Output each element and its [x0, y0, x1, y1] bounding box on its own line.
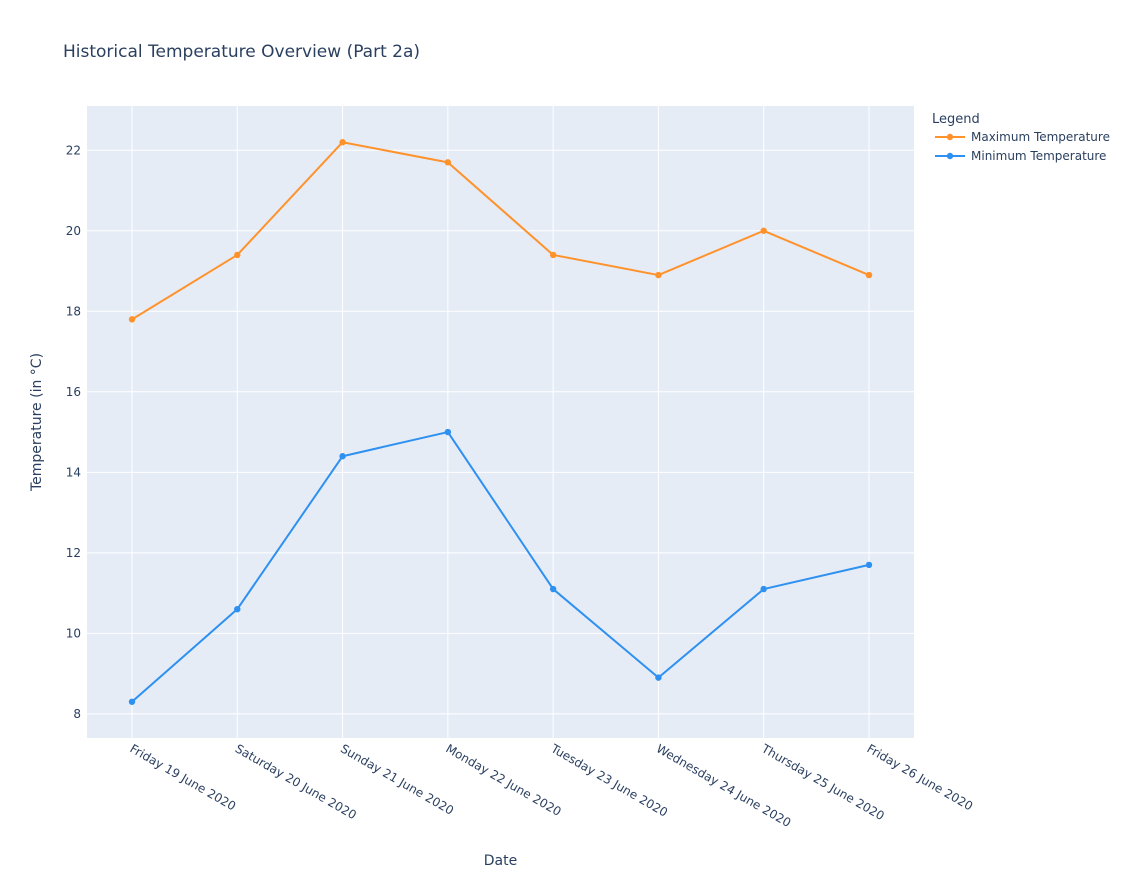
- y-tick-label: 12: [66, 546, 81, 560]
- data-point[interactable]: [865, 271, 873, 279]
- data-point[interactable]: [444, 428, 452, 436]
- legend-item[interactable]: Minimum Temperature: [935, 149, 1106, 163]
- y-tick-label: 18: [66, 304, 81, 318]
- data-point[interactable]: [234, 605, 241, 613]
- y-tick-label: 20: [66, 224, 81, 238]
- series-layer: [128, 139, 873, 705]
- y-tick-label: 8: [73, 707, 81, 721]
- y-axis-title: Temperature (in °C): [29, 353, 45, 492]
- x-tick-label: Monday 22 June 2020: [443, 741, 563, 819]
- x-tick-label: Friday 19 June 2020: [128, 741, 239, 813]
- data-point[interactable]: [655, 271, 662, 279]
- x-axis-title: Date: [484, 853, 517, 869]
- y-axis-ticks: 8 10 12 14 16 18 20 22: [66, 143, 81, 721]
- legend-swatch-marker: [946, 152, 954, 160]
- data-point[interactable]: [128, 316, 136, 323]
- series-line: [131, 141, 870, 321]
- x-tick-label: Tuesday 23 June 2020: [548, 741, 670, 820]
- legend-swatch-marker: [946, 133, 954, 141]
- legend-item[interactable]: Maximum Temperature: [935, 130, 1110, 144]
- x-tick-label: Friday 26 June 2020: [864, 741, 975, 813]
- data-point[interactable]: [655, 674, 662, 681]
- legend-title: Legend: [932, 112, 980, 127]
- series-line: [131, 431, 870, 703]
- series-maximum: [128, 139, 873, 323]
- data-point[interactable]: [234, 251, 241, 259]
- y-tick-label: 10: [66, 626, 81, 640]
- legend-items: Maximum Temperature Minimum Temperature: [935, 130, 1110, 163]
- legend-label: Maximum Temperature: [971, 130, 1110, 144]
- y-tick-label: 14: [66, 465, 81, 479]
- data-point[interactable]: [865, 561, 873, 569]
- data-point[interactable]: [339, 139, 346, 146]
- plot-area[interactable]: [87, 106, 914, 738]
- data-point[interactable]: [760, 585, 767, 593]
- data-point[interactable]: [444, 159, 452, 166]
- y-tick-label: 22: [66, 143, 81, 157]
- grid-lines: [87, 106, 914, 738]
- x-tick-label: Sunday 21 June 2020: [338, 741, 456, 817]
- data-point[interactable]: [549, 251, 557, 259]
- data-point[interactable]: [128, 698, 136, 705]
- y-tick-label: 16: [66, 385, 81, 399]
- legend-label: Minimum Temperature: [971, 149, 1106, 163]
- data-point[interactable]: [760, 227, 767, 234]
- legend: Legend Maximum Temperature Minimum Temper…: [932, 112, 1110, 163]
- data-point[interactable]: [339, 453, 346, 460]
- data-point[interactable]: [549, 585, 557, 593]
- series-minimum: [128, 428, 873, 705]
- chart-title: Historical Temperature Overview (Part 2a…: [63, 42, 420, 62]
